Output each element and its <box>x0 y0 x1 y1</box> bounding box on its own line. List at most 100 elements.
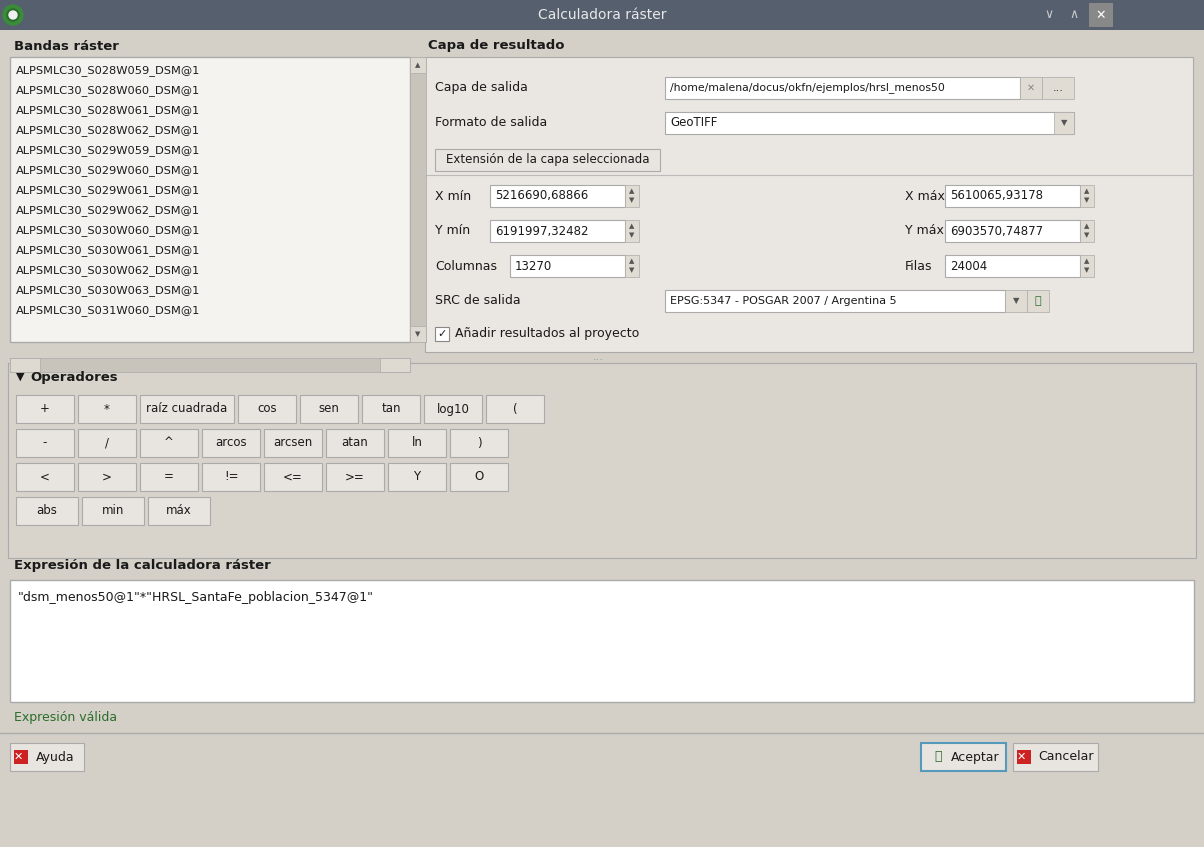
Text: Cancelar: Cancelar <box>1038 750 1093 763</box>
Text: ▲: ▲ <box>415 62 420 68</box>
Text: ▲: ▲ <box>1085 224 1090 230</box>
Text: <: < <box>40 470 49 484</box>
Bar <box>140 395 234 423</box>
Bar <box>300 395 358 423</box>
Text: abs: abs <box>36 505 58 518</box>
Bar <box>486 395 544 423</box>
Text: ▼: ▼ <box>630 197 635 203</box>
Text: +: + <box>40 402 49 416</box>
Text: ALPSMLC30_S030W062_DSM@1: ALPSMLC30_S030W062_DSM@1 <box>16 266 200 276</box>
Bar <box>202 463 260 491</box>
Bar <box>388 463 445 491</box>
Text: ALPSMLC30_S030W063_DSM@1: ALPSMLC30_S030W063_DSM@1 <box>16 285 200 296</box>
Bar <box>411 57 426 73</box>
Text: ...: ... <box>1052 83 1063 93</box>
Bar <box>140 429 197 457</box>
Bar <box>1088 3 1112 27</box>
Text: ALPSMLC30_S030W060_DSM@1: ALPSMLC30_S030W060_DSM@1 <box>16 225 200 236</box>
Text: min: min <box>102 505 124 518</box>
Text: ▼: ▼ <box>1085 268 1090 274</box>
Text: ▲: ▲ <box>1085 189 1090 195</box>
Circle shape <box>7 9 19 21</box>
Text: ALPSMLC30_S029W061_DSM@1: ALPSMLC30_S029W061_DSM@1 <box>16 185 200 197</box>
Bar <box>362 395 420 423</box>
Bar <box>1027 290 1049 312</box>
Text: Operadores: Operadores <box>30 370 118 384</box>
Bar <box>921 743 1007 771</box>
Bar <box>625 220 639 242</box>
Bar <box>16 497 78 525</box>
Text: Y máx: Y máx <box>905 224 944 237</box>
Text: -: - <box>43 436 47 450</box>
Circle shape <box>2 5 23 25</box>
Text: ···: ··· <box>592 355 603 365</box>
Bar <box>1080 255 1094 277</box>
Text: atan: atan <box>342 436 368 450</box>
Bar <box>326 463 384 491</box>
Bar <box>510 255 625 277</box>
Text: Filas: Filas <box>905 259 933 273</box>
Bar <box>411 57 426 342</box>
Bar <box>264 463 321 491</box>
Text: raíz cuadrada: raíz cuadrada <box>147 402 228 416</box>
Bar <box>326 429 384 457</box>
Text: !=: != <box>224 470 238 484</box>
Text: ALPSMLC30_S030W061_DSM@1: ALPSMLC30_S030W061_DSM@1 <box>16 246 200 257</box>
Text: ▲: ▲ <box>630 258 635 264</box>
Text: ✕: ✕ <box>1027 83 1035 93</box>
Bar <box>78 395 136 423</box>
Bar <box>1080 220 1094 242</box>
Bar <box>945 255 1080 277</box>
Text: ln: ln <box>412 436 423 450</box>
Text: Expresión válida: Expresión válida <box>14 711 117 724</box>
Bar <box>264 429 321 457</box>
Text: Expresión de la calculadora ráster: Expresión de la calculadora ráster <box>14 558 271 572</box>
Text: Ayuda: Ayuda <box>36 750 75 763</box>
Text: /: / <box>105 436 110 450</box>
Text: ∨: ∨ <box>1044 8 1054 21</box>
Text: =: = <box>164 470 173 484</box>
Text: ▼: ▼ <box>630 232 635 238</box>
Bar <box>1054 112 1074 134</box>
Bar <box>10 580 1194 702</box>
Bar <box>16 395 73 423</box>
Bar <box>490 220 625 242</box>
Bar <box>8 363 1196 558</box>
Bar <box>1017 750 1031 764</box>
Bar <box>435 149 660 171</box>
Bar <box>665 290 1005 312</box>
Text: Añadir resultados al proyecto: Añadir resultados al proyecto <box>455 328 639 340</box>
Text: ✕: ✕ <box>1017 752 1026 762</box>
Text: ALPSMLC30_S028W060_DSM@1: ALPSMLC30_S028W060_DSM@1 <box>16 86 200 97</box>
Text: ▼: ▼ <box>1061 119 1067 128</box>
Text: ▲: ▲ <box>630 189 635 195</box>
Bar <box>665 77 1020 99</box>
Bar <box>10 358 411 372</box>
Text: Extensión de la capa seleccionada: Extensión de la capa seleccionada <box>445 153 649 167</box>
Bar <box>388 429 445 457</box>
Text: Y: Y <box>413 470 420 484</box>
Text: Aceptar: Aceptar <box>951 750 999 763</box>
Text: log10: log10 <box>437 402 470 416</box>
Bar <box>0 0 1204 30</box>
Text: <=: <= <box>283 470 303 484</box>
Bar <box>945 185 1080 207</box>
Bar <box>625 255 639 277</box>
Text: O: O <box>474 470 484 484</box>
Text: ▼: ▼ <box>630 268 635 274</box>
Text: EPSG:5347 - POSGAR 2007 / Argentina 5: EPSG:5347 - POSGAR 2007 / Argentina 5 <box>669 296 897 306</box>
Bar <box>380 358 411 372</box>
Circle shape <box>8 11 17 19</box>
Text: 🌿: 🌿 <box>934 750 942 763</box>
Text: 5216690,68866: 5216690,68866 <box>495 190 589 202</box>
Bar <box>16 429 73 457</box>
Text: X máx: X máx <box>905 190 945 202</box>
Text: 5610065,93178: 5610065,93178 <box>950 190 1043 202</box>
Bar <box>14 750 28 764</box>
Bar <box>490 185 625 207</box>
Bar <box>238 395 296 423</box>
Text: tan: tan <box>382 402 401 416</box>
Text: máx: máx <box>166 505 191 518</box>
Text: ▲: ▲ <box>630 224 635 230</box>
Bar <box>1041 77 1074 99</box>
